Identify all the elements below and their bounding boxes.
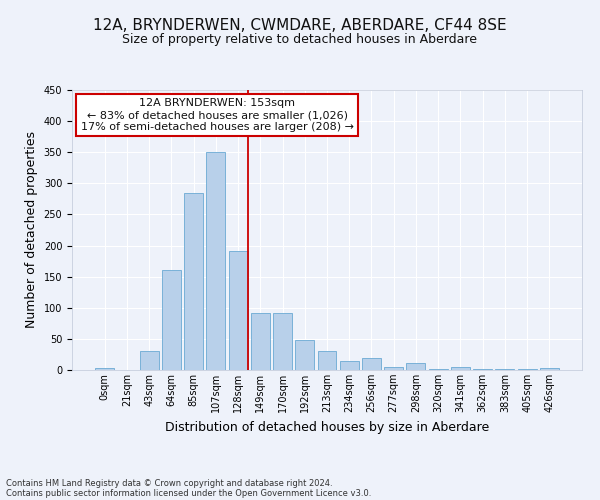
Bar bbox=[162, 270, 181, 370]
Y-axis label: Number of detached properties: Number of detached properties bbox=[25, 132, 38, 328]
Text: 12A, BRYNDERWEN, CWMDARE, ABERDARE, CF44 8SE: 12A, BRYNDERWEN, CWMDARE, ABERDARE, CF44… bbox=[93, 18, 507, 32]
X-axis label: Distribution of detached houses by size in Aberdare: Distribution of detached houses by size … bbox=[165, 420, 489, 434]
Bar bbox=[317, 352, 337, 370]
Bar bbox=[206, 152, 225, 370]
Text: Size of property relative to detached houses in Aberdare: Size of property relative to detached ho… bbox=[122, 32, 478, 46]
Text: Contains HM Land Registry data © Crown copyright and database right 2024.: Contains HM Land Registry data © Crown c… bbox=[6, 478, 332, 488]
Bar bbox=[251, 314, 270, 370]
Bar bbox=[540, 368, 559, 370]
Bar bbox=[140, 352, 158, 370]
Bar bbox=[362, 358, 381, 370]
Bar bbox=[406, 363, 425, 370]
Bar bbox=[229, 250, 248, 370]
Bar bbox=[384, 367, 403, 370]
Bar bbox=[184, 192, 203, 370]
Bar bbox=[95, 368, 114, 370]
Text: Contains public sector information licensed under the Open Government Licence v3: Contains public sector information licen… bbox=[6, 488, 371, 498]
Bar bbox=[295, 340, 314, 370]
Bar bbox=[451, 367, 470, 370]
Bar bbox=[429, 369, 448, 370]
Bar bbox=[273, 314, 292, 370]
Bar bbox=[340, 360, 359, 370]
Text: 12A BRYNDERWEN: 153sqm
← 83% of detached houses are smaller (1,026)
17% of semi-: 12A BRYNDERWEN: 153sqm ← 83% of detached… bbox=[81, 98, 354, 132]
